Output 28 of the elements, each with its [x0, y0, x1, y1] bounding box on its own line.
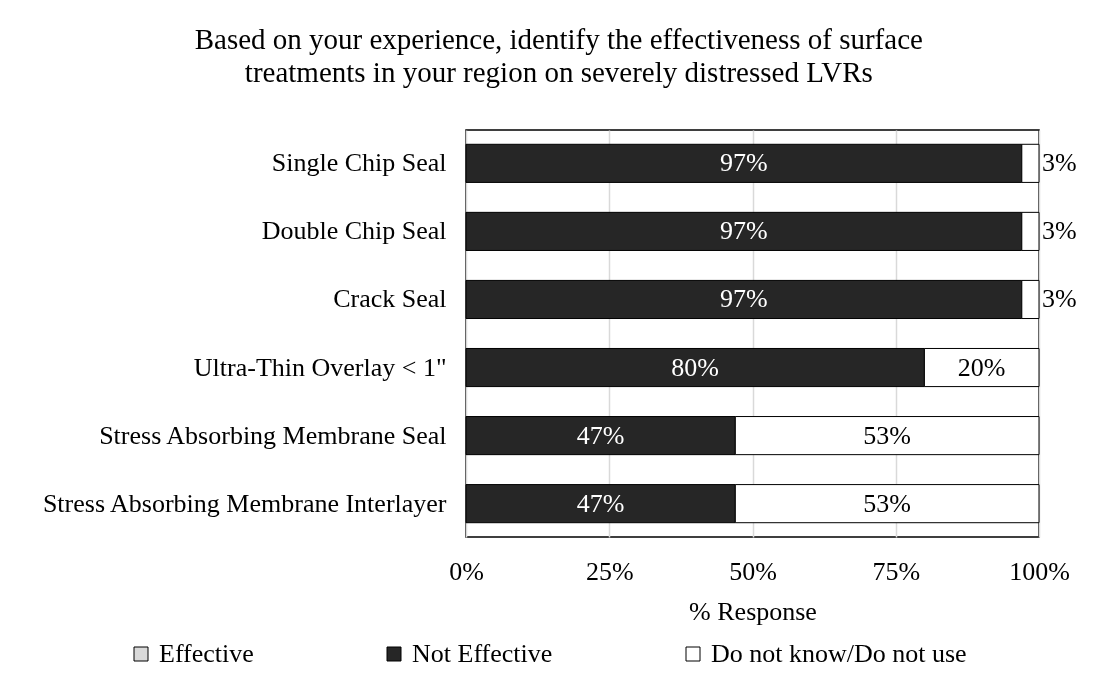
legend-label: Not Effective: [412, 639, 553, 668]
legend-label: Do not know/Do not use: [711, 639, 967, 668]
x-tick-label: 0%: [449, 556, 484, 586]
y-tick-label: Ultra-Thin Overlay < 1": [193, 352, 447, 382]
x-tick-label: 75%: [872, 556, 921, 586]
y-tick-label: Single Chip Seal: [271, 148, 447, 178]
data-label: 53%: [863, 420, 911, 450]
data-label: 80%: [671, 352, 720, 382]
chart-title: Based on your experience, identify the effectiveness of surface treatments in your region on severely distressed LVRs: [194, 23, 923, 88]
data-label: 97%: [720, 216, 768, 246]
data-label: 3%: [1042, 148, 1077, 178]
y-tick-label: Stress Absorbing Membrane Interlayer: [42, 488, 447, 518]
data-label: 97%: [720, 148, 768, 178]
data-label: 47%: [576, 488, 625, 518]
y-tick-label: Stress Absorbing Membrane Seal: [99, 420, 447, 450]
data-label: 97%: [720, 284, 768, 314]
data-label: 3%: [1042, 284, 1077, 314]
x-axis-title: % Response: [689, 596, 817, 626]
data-label: 20%: [957, 352, 1006, 382]
x-tick-label: 100%: [1009, 556, 1070, 586]
y-tick-label: Crack Seal: [333, 284, 447, 314]
legend-label: Effective: [159, 639, 254, 668]
x-tick-label: 25%: [585, 556, 634, 586]
y-tick-label: Double Chip Seal: [261, 216, 447, 246]
data-label: 3%: [1042, 216, 1077, 246]
x-tick-label: 50%: [729, 556, 777, 586]
data-label: 53%: [863, 488, 911, 518]
data-label: 47%: [576, 420, 625, 450]
